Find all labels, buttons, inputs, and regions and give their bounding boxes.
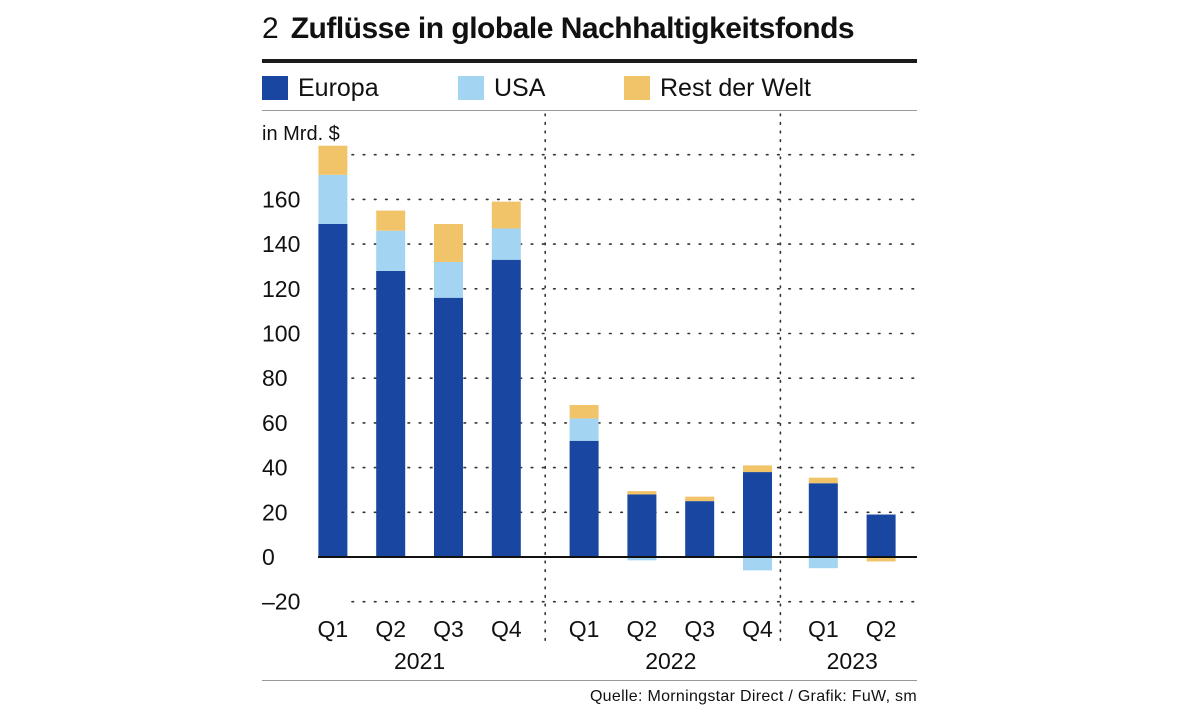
bar-segment-rest-der-welt <box>866 557 896 562</box>
bar-segment-europa <box>569 440 599 557</box>
title-rule <box>262 59 917 63</box>
x-tick-label: Q2 <box>375 616 406 642</box>
x-tick-label: Q4 <box>491 616 522 642</box>
legend-swatch-europa <box>262 76 288 100</box>
x-tick-label: Q2 <box>627 616 658 642</box>
bar-segment-usa <box>491 228 521 260</box>
chart-number: 2 <box>262 12 279 45</box>
bar-segment-usa <box>376 230 406 271</box>
y-tick-label: 20 <box>262 499 288 525</box>
bar-segment-rest-der-welt <box>808 477 838 484</box>
legend-label-usa: USA <box>494 74 546 102</box>
x-tick-label: Q1 <box>569 616 600 642</box>
bar-segment-usa <box>808 557 838 569</box>
year-label: 2022 <box>645 648 696 674</box>
bar-segment-europa <box>318 223 348 558</box>
y-tick-label: 140 <box>262 231 300 257</box>
y-tick-label: 160 <box>262 186 300 212</box>
bar-segment-rest-der-welt <box>318 145 348 175</box>
bar-segment-rest-der-welt <box>376 210 406 231</box>
x-tick-label: Q1 <box>318 616 349 642</box>
bar-segment-usa <box>743 557 772 571</box>
year-label: 2023 <box>827 648 878 674</box>
bar-segment-europa <box>491 259 521 557</box>
bar-segment-europa <box>866 514 896 557</box>
bar-segment-rest-der-welt <box>685 496 715 502</box>
source-note: Quelle: Morningstar Direct / Grafik: FuW… <box>589 688 917 705</box>
bar-segment-europa <box>743 472 772 557</box>
bar-segment-rest-der-welt <box>569 405 599 419</box>
bar-segment-europa <box>434 297 463 557</box>
x-tick-label: Q3 <box>684 616 715 642</box>
y-tick-label: 120 <box>262 276 300 302</box>
legend-swatch-rest-der-welt <box>624 76 650 100</box>
bar-segment-rest-der-welt <box>434 223 463 262</box>
y-tick-label: –20 <box>262 589 300 615</box>
x-tick-label: Q4 <box>742 616 773 642</box>
bar-segment-rest-der-welt <box>491 201 521 229</box>
legend-label-rest-der-welt: Rest der Welt <box>660 74 811 102</box>
x-tick-label: Q1 <box>808 616 839 642</box>
legend-swatch-usa <box>458 76 484 100</box>
y-unit-label: in Mrd. $ <box>262 123 340 145</box>
y-tick-label: 80 <box>262 365 288 391</box>
bar-segment-usa <box>318 174 348 224</box>
chart-title: 2 Zuflüsse in globale Nachhaltigkeitsfond… <box>262 12 855 52</box>
bar-segment-usa <box>627 557 657 561</box>
bar-segment-europa <box>627 494 657 557</box>
bar-segment-rest-der-welt <box>627 491 657 495</box>
y-tick-label: 100 <box>262 321 300 347</box>
x-tick-label: Q3 <box>433 616 464 642</box>
legend-rule <box>262 110 917 111</box>
bar-segment-usa <box>434 261 463 298</box>
x-tick-label: Q2 <box>866 616 897 642</box>
bar-segment-europa <box>685 501 715 557</box>
y-tick-label: 0 <box>262 544 275 570</box>
bar-segment-europa <box>808 483 838 557</box>
y-tick-label: 60 <box>262 410 288 436</box>
legend-label-europa: Europa <box>298 74 379 102</box>
legend: Europa USA Rest der Welt <box>262 70 917 106</box>
bar-segment-europa <box>376 270 406 557</box>
bottom-rule <box>262 680 917 681</box>
bar-segment-rest-der-welt <box>743 465 772 473</box>
year-label: 2021 <box>394 648 445 674</box>
y-tick-label: 40 <box>262 455 288 481</box>
bar-segment-usa <box>569 418 599 441</box>
chart-title-text: Zuflüsse in globale Nachhaltigkeitsfonds <box>290 12 855 45</box>
